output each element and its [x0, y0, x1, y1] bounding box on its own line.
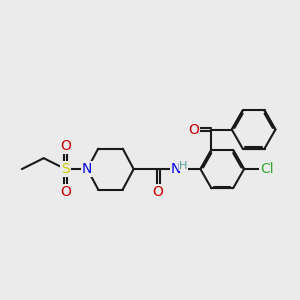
Text: N: N [171, 162, 181, 176]
Text: O: O [188, 123, 199, 136]
Text: O: O [60, 185, 71, 199]
Text: Cl: Cl [260, 162, 274, 176]
Text: H: H [179, 161, 188, 171]
Text: S: S [61, 162, 70, 176]
Text: O: O [60, 139, 71, 153]
Text: O: O [153, 185, 164, 199]
Text: N: N [82, 162, 92, 176]
